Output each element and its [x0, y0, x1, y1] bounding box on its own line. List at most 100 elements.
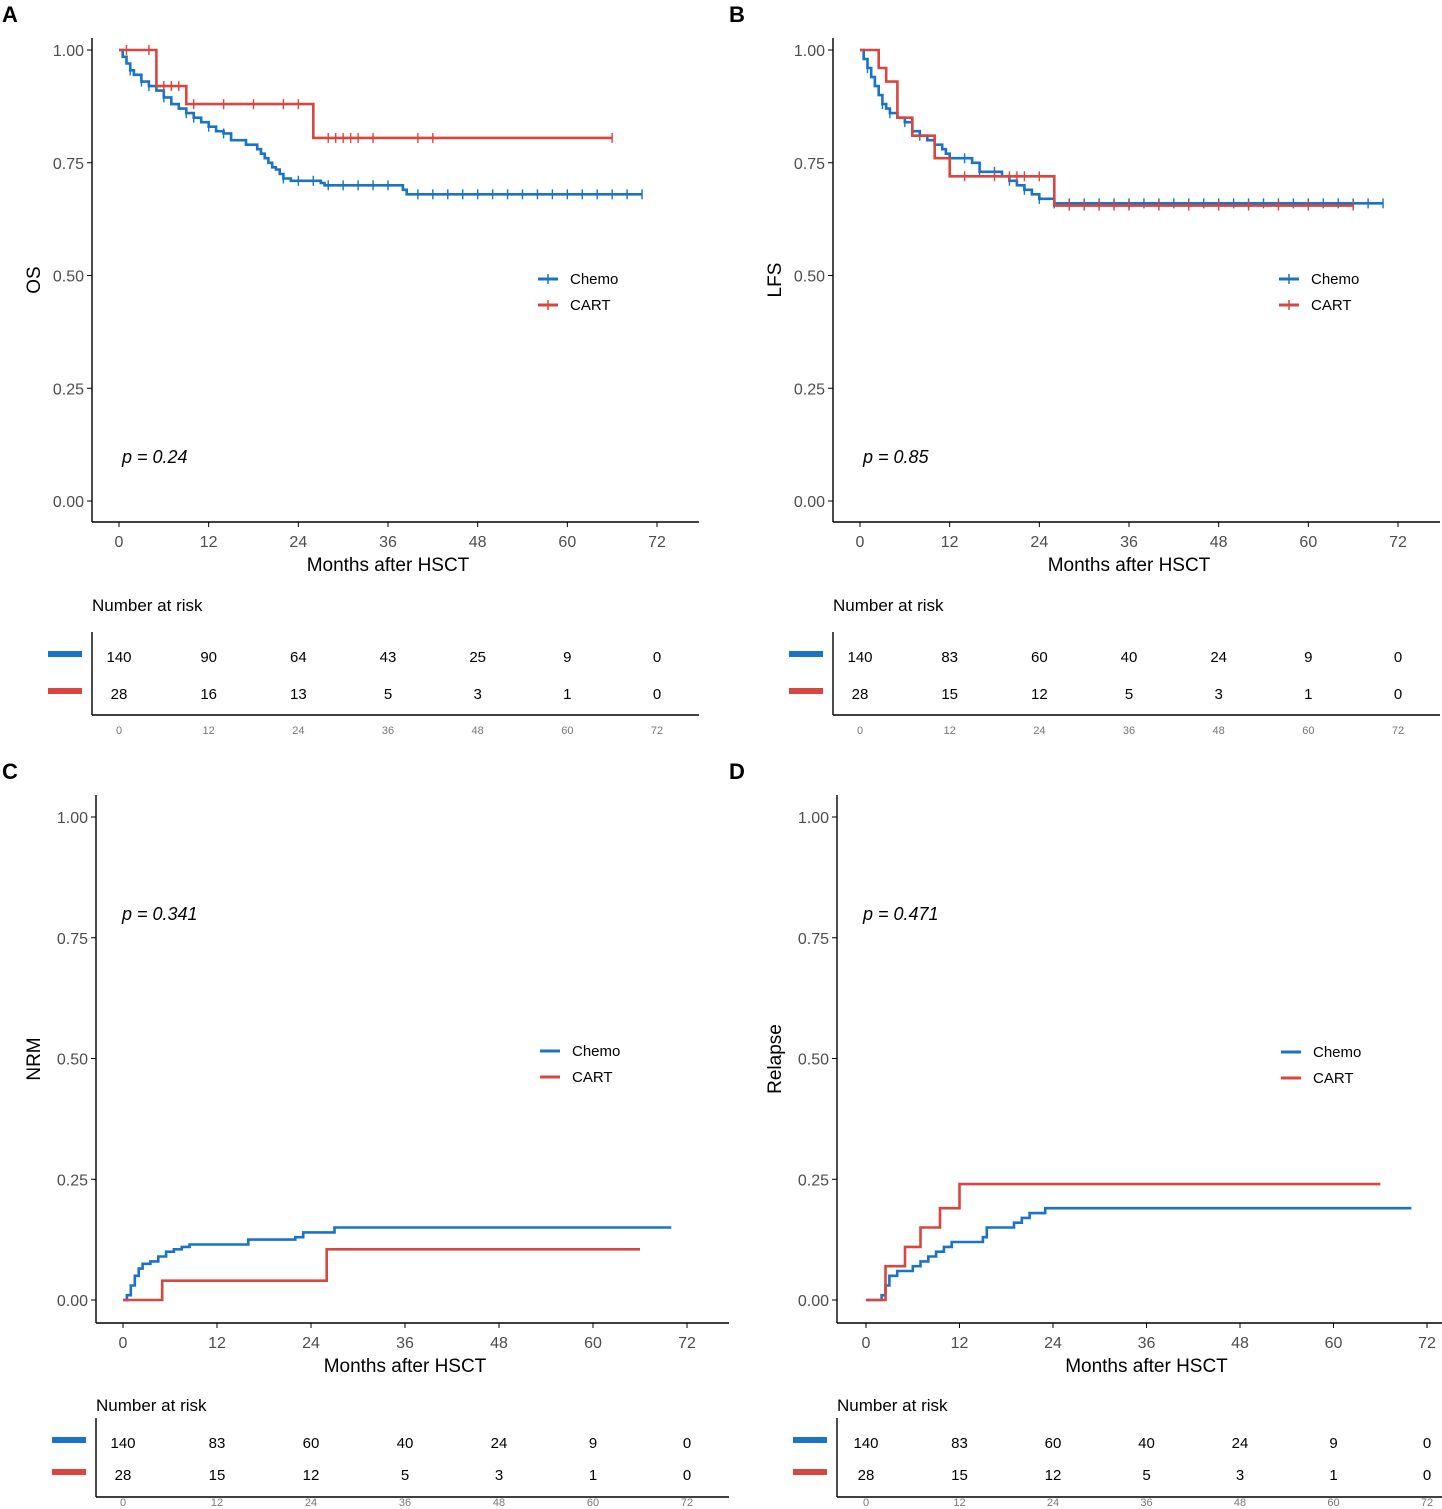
panel-letter: B: [729, 2, 745, 27]
x-tick-label: 24: [1030, 534, 1048, 551]
risk-count: 5: [1142, 1467, 1150, 1484]
risk-time-label: 60: [587, 1497, 599, 1509]
y-tick-label: 0.00: [798, 1293, 829, 1310]
risk-count: 43: [380, 649, 397, 666]
risk-row-key-cart: [48, 688, 82, 694]
risk-count: 140: [106, 649, 131, 666]
risk-count: 9: [1329, 1435, 1337, 1452]
series-line-cart: [123, 1248, 640, 1302]
risk-time-label: 0: [116, 725, 122, 737]
risk-count: 9: [589, 1435, 597, 1452]
x-tick-label: 12: [951, 1335, 969, 1352]
risk-time-label: 12: [211, 1497, 223, 1509]
risk-time-label: 48: [493, 1497, 505, 1509]
y-tick-label: 0.75: [57, 931, 88, 948]
x-tick-label: 36: [396, 1335, 414, 1352]
risk-count: 83: [951, 1435, 968, 1452]
risk-count: 24: [491, 1435, 508, 1452]
series-line-chemo: [866, 1206, 1412, 1302]
risk-count: 5: [1125, 686, 1133, 703]
risk-time-label: 72: [651, 725, 663, 737]
risk-count: 28: [858, 1467, 875, 1484]
p-value: p = 0.85: [862, 447, 930, 467]
x-tick-label: 12: [941, 534, 959, 551]
risk-count: 83: [209, 1435, 226, 1452]
risk-table-title: Number at risk: [833, 596, 944, 615]
risk-time-label: 48: [1234, 1497, 1246, 1509]
p-value: p = 0.471: [862, 904, 939, 924]
risk-table-title: Number at risk: [92, 596, 203, 615]
y-axis-title: OS: [24, 266, 45, 293]
y-tick-label: 0.50: [798, 1052, 829, 1069]
x-tick-label: 60: [558, 534, 576, 551]
risk-count: 64: [290, 649, 307, 666]
risk-time-label: 12: [944, 725, 956, 737]
risk-count: 9: [1304, 649, 1312, 666]
risk-count: 5: [384, 686, 392, 703]
x-tick-label: 36: [1138, 1335, 1156, 1352]
risk-count: 0: [683, 1467, 691, 1484]
risk-count: 40: [1138, 1435, 1155, 1452]
risk-row-key-chemo: [793, 1437, 827, 1443]
series-line-chemo: [860, 48, 1384, 205]
risk-time-label: 48: [472, 725, 484, 737]
risk-count: 28: [852, 686, 869, 703]
y-axis-title: NRM: [24, 1037, 45, 1080]
risk-count: 3: [495, 1467, 503, 1484]
risk-count: 3: [1236, 1467, 1244, 1484]
x-tick-label: 0: [119, 1335, 128, 1352]
risk-count: 60: [1031, 649, 1048, 666]
risk-count: 140: [853, 1435, 878, 1452]
series-line-chemo: [123, 1226, 672, 1302]
risk-count: 13: [290, 686, 307, 703]
x-axis-title: Months after HSCT: [1048, 555, 1211, 576]
x-tick-label: 36: [1120, 534, 1138, 551]
y-tick-label: 0.50: [53, 269, 84, 286]
legend-label: Chemo: [572, 1043, 620, 1060]
y-tick-label: 0.75: [53, 156, 84, 173]
legend-label: CART: [570, 297, 611, 314]
x-tick-label: 60: [584, 1335, 602, 1352]
risk-count: 140: [847, 649, 872, 666]
x-tick-label: 0: [115, 534, 124, 551]
x-axis-title: Months after HSCT: [307, 555, 470, 576]
risk-count: 15: [209, 1467, 226, 1484]
y-tick-label: 1.00: [53, 43, 84, 60]
risk-count: 0: [1394, 686, 1402, 703]
x-tick-label: 0: [862, 1335, 871, 1352]
risk-count: 15: [941, 686, 958, 703]
legend-label: Chemo: [1313, 1044, 1361, 1061]
risk-time-label: 60: [1302, 725, 1314, 737]
panel-letter: C: [2, 759, 18, 784]
risk-count: 16: [200, 686, 217, 703]
y-tick-label: 0.25: [794, 381, 825, 398]
panel-letter: D: [729, 759, 745, 784]
y-tick-label: 1.00: [794, 43, 825, 60]
risk-time-label: 72: [1392, 725, 1404, 737]
risk-count: 140: [110, 1435, 135, 1452]
risk-count: 9: [563, 649, 571, 666]
y-tick-label: 0.25: [57, 1172, 88, 1189]
x-tick-label: 0: [856, 534, 865, 551]
risk-count: 28: [111, 686, 128, 703]
risk-count: 3: [473, 686, 481, 703]
risk-count: 24: [1210, 649, 1227, 666]
risk-count: 24: [1232, 1435, 1249, 1452]
risk-count: 12: [1031, 686, 1048, 703]
y-tick-label: 0.25: [53, 381, 84, 398]
x-tick-label: 48: [469, 534, 487, 551]
risk-time-label: 36: [399, 1497, 411, 1509]
series-line-cart: [866, 1182, 1381, 1302]
panel-b: B 0.00 0.25 0.50 0.75 1.00 0 12 24 36 48 60 72 Months…: [729, 2, 1440, 737]
risk-time-label: 0: [857, 725, 863, 737]
risk-count: 1: [589, 1467, 597, 1484]
risk-time-label: 24: [292, 725, 304, 737]
risk-count: 40: [397, 1435, 414, 1452]
legend-label: CART: [1313, 1070, 1354, 1087]
risk-count: 1: [1304, 686, 1312, 703]
risk-count: 28: [115, 1467, 132, 1484]
x-tick-label: 24: [289, 534, 307, 551]
risk-time-label: 72: [1421, 1497, 1433, 1509]
panel-d: D 0.00 0.25 0.50 0.75 1.00 0 12 24 36 48 60 72 Months…: [729, 759, 1442, 1509]
